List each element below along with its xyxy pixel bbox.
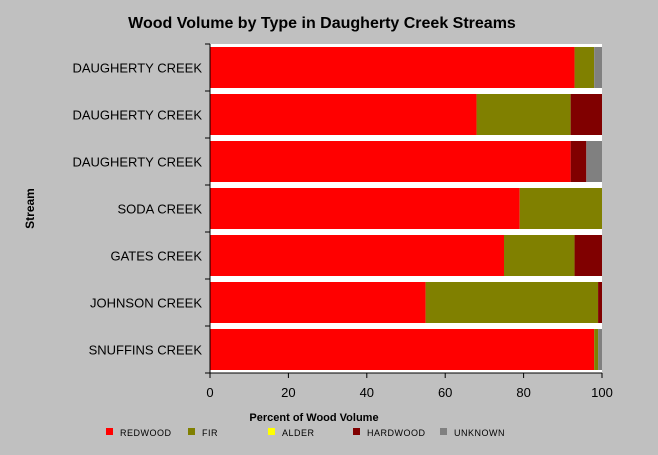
bar-unknown-1 (594, 47, 602, 88)
bar-fir-6 (425, 282, 599, 323)
x-axis-label: Percent of Wood Volume (249, 412, 378, 424)
x-tick-label: 40 (360, 385, 374, 400)
category-label: DAUGHERTY CREEK (72, 108, 202, 123)
category-label: GATES CREEK (110, 249, 202, 264)
bar-fir-1 (574, 47, 595, 88)
x-tick-label: 20 (281, 385, 295, 400)
category-label: JOHNSON CREEK (90, 296, 202, 311)
bar-unknown-7 (598, 329, 602, 370)
x-tick-label: 0 (206, 385, 213, 400)
category-label: DAUGHERTY CREEK (72, 61, 202, 76)
bar-unknown-3 (586, 141, 602, 182)
legend-label-hardwood: HARDWOOD (367, 428, 426, 438)
bar-redwood-2 (210, 94, 477, 135)
legend-swatch-fir (188, 428, 195, 435)
bar-redwood-4 (210, 188, 520, 229)
legend-label-unknown: UNKNOWN (454, 428, 505, 438)
category-label: SODA CREEK (117, 202, 202, 217)
bar-fir-2 (476, 94, 571, 135)
bar-fir-5 (504, 235, 575, 276)
category-label: SNUFFINS CREEK (89, 343, 203, 358)
legend-label-fir: FIR (202, 428, 218, 438)
y-axis-label: Stream (23, 188, 37, 229)
legend-swatch-hardwood (353, 428, 360, 435)
chart-title: Wood Volume by Type in Daugherty Creek S… (128, 15, 516, 32)
x-tick-label: 80 (516, 385, 530, 400)
bar-hardwood-5 (574, 235, 602, 276)
bar-hardwood-2 (570, 94, 602, 135)
bar-hardwood-3 (570, 141, 587, 182)
bar-hardwood-6 (598, 282, 602, 323)
bar-redwood-6 (210, 282, 426, 323)
bar-redwood-1 (210, 47, 575, 88)
x-tick-label: 100 (591, 385, 613, 400)
legend-swatch-unknown (440, 428, 447, 435)
bar-redwood-3 (210, 141, 571, 182)
bar-fir-7 (594, 329, 599, 370)
legend-swatch-alder (268, 428, 275, 435)
bar-redwood-5 (210, 235, 504, 276)
legend-swatch-redwood (106, 428, 113, 435)
legend-label-alder: ALDER (282, 428, 315, 438)
x-tick-label: 60 (438, 385, 452, 400)
category-label: DAUGHERTY CREEK (72, 155, 202, 170)
bar-redwood-7 (210, 329, 595, 370)
legend-label-redwood: REDWOOD (120, 428, 172, 438)
bar-fir-4 (519, 188, 602, 229)
